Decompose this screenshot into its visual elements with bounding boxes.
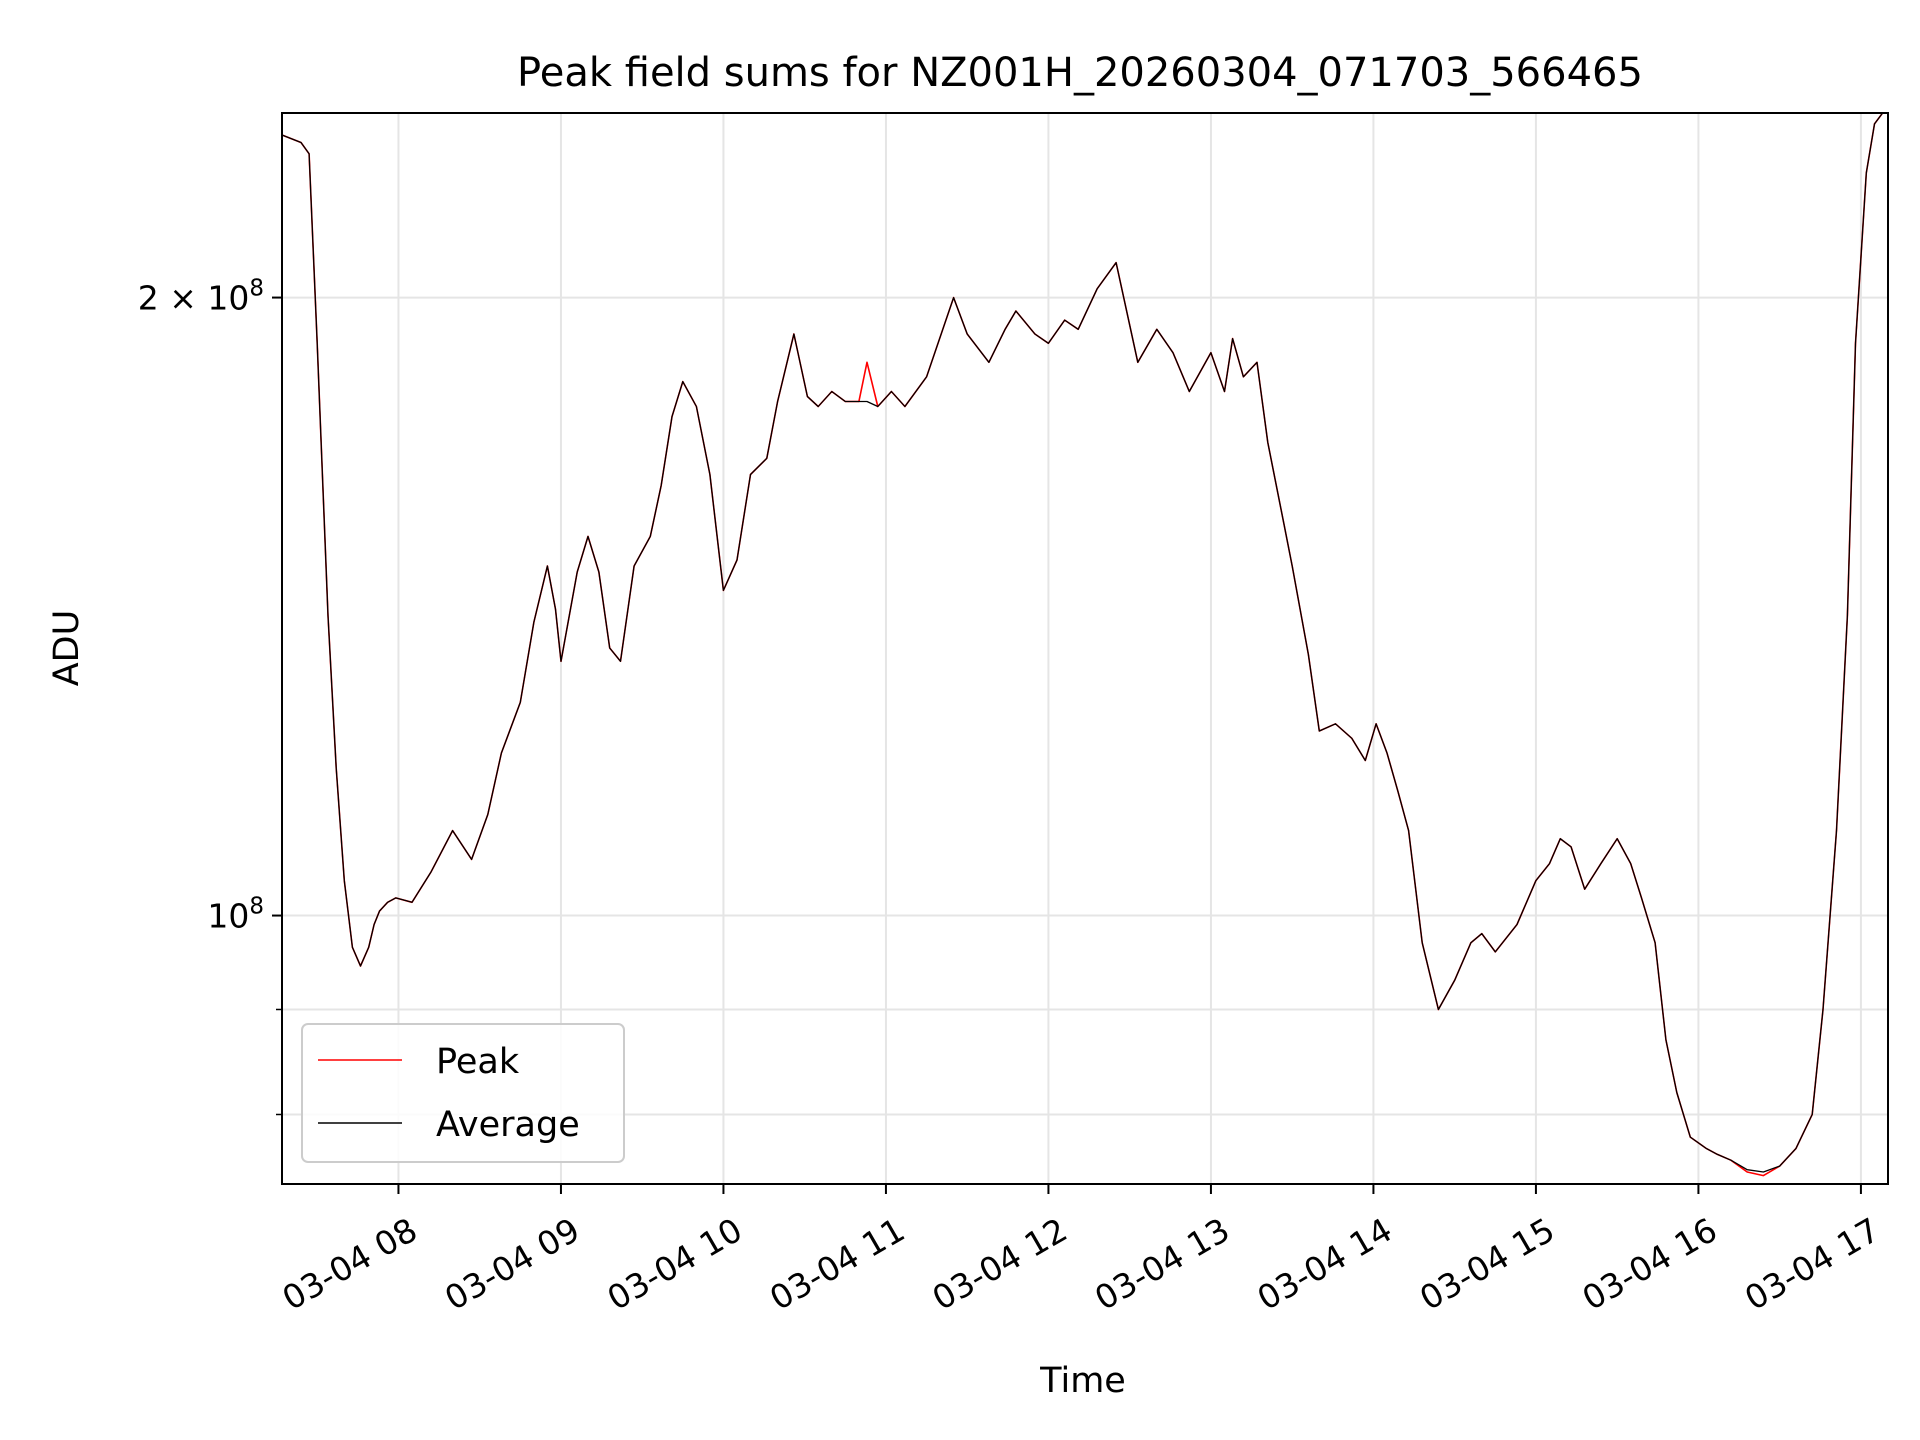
chart-title: Peak field sums for NZ001H_20260304_0717…: [517, 50, 1643, 96]
x-axis-label: Time: [1039, 1361, 1126, 1401]
series-line-average: [281, 112, 1888, 1173]
y-tick-label: 108: [207, 894, 264, 936]
grid: [282, 113, 1888, 1184]
y-tick-label: 2 × 108: [138, 276, 264, 318]
y-axis-label: ADU: [47, 610, 87, 687]
legend-peak-label: Peak: [436, 1042, 520, 1082]
series-group: [281, 112, 1888, 1177]
legend-box: [301, 1023, 625, 1163]
plot-frame: [281, 112, 1889, 1185]
legend-average-label: Average: [436, 1105, 580, 1145]
legend: Peak Average: [301, 1023, 625, 1163]
y-axis: 108 2 × 108: [138, 276, 282, 1116]
